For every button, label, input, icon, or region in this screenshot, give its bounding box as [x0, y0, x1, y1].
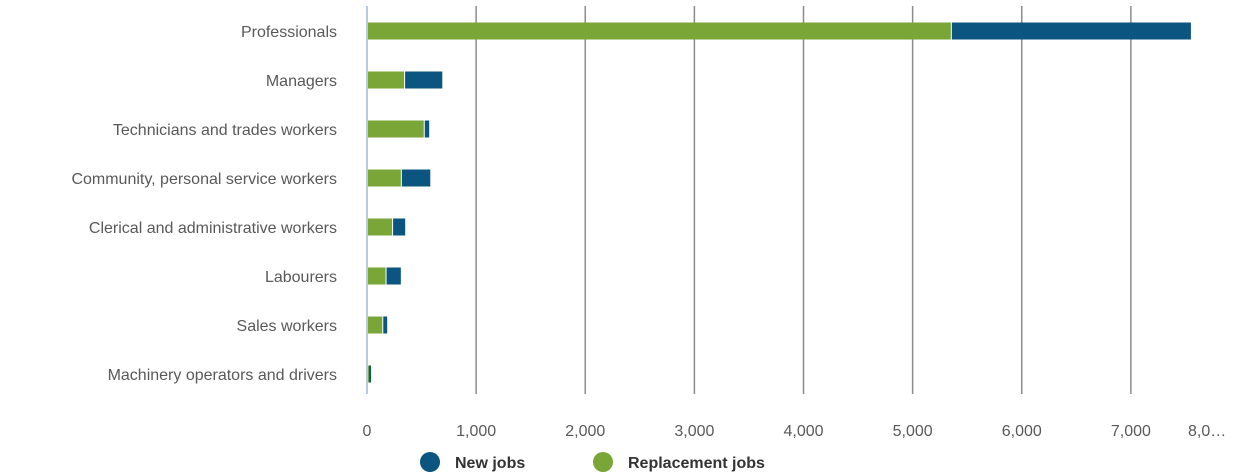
category-label-machinery-operators-and-drivers: Machinery operators and drivers — [108, 367, 337, 384]
x-axis-tick-labels: 0 1,000 2,000 3,000 4,000 5,000 6,000 7,000 8,0… — [363, 423, 1227, 440]
bar-replacement-jobs-community-personal-service-workers — [368, 169, 401, 187]
legend-swatch-replacement-jobs — [593, 452, 613, 472]
bars — [368, 22, 1191, 383]
legend: New jobs Replacement jobs — [420, 452, 765, 472]
x-tick-label: 7,000 — [1111, 423, 1151, 440]
x-tick-label: 4,000 — [783, 423, 823, 440]
category-label-professionals: Professionals — [241, 24, 337, 41]
bar-replacement-jobs-technicians-and-trades-workers — [368, 120, 424, 138]
x-tick-label: 1,000 — [456, 423, 496, 440]
x-tick-label: 8,0… — [1188, 423, 1226, 440]
bar-replacement-jobs-clerical-and-administrative-workers — [368, 218, 393, 236]
bar-new-jobs-professionals — [951, 22, 1191, 40]
x-tick-label: 3,000 — [674, 423, 714, 440]
x-tick-label: 5,000 — [893, 423, 933, 440]
bar-new-jobs-machinery-operators-and-drivers — [369, 365, 372, 383]
category-label-community-personal-service-workers: Community, personal service workers — [71, 171, 337, 188]
bar-new-jobs-managers — [405, 71, 443, 89]
bar-new-jobs-sales-workers — [383, 316, 388, 334]
category-label-managers: Managers — [266, 73, 337, 90]
bar-replacement-jobs-managers — [368, 71, 405, 89]
bar-replacement-jobs-machinery-operators-and-drivers — [368, 365, 370, 383]
x-tick-label: 0 — [363, 423, 372, 440]
category-label-clerical-and-administrative-workers: Clerical and administrative workers — [89, 220, 337, 237]
category-label-sales-workers: Sales workers — [237, 318, 337, 335]
legend-label-replacement-jobs: Replacement jobs — [628, 455, 765, 472]
gridlines — [366, 6, 1132, 394]
bar-replacement-jobs-sales-workers — [368, 316, 383, 334]
legend-swatch-new-jobs — [420, 452, 440, 472]
x-tick-label: 6,000 — [1002, 423, 1042, 440]
x-tick-label: 2,000 — [565, 423, 605, 440]
bar-new-jobs-labourers — [386, 267, 401, 285]
legend-label-new-jobs: New jobs — [455, 455, 525, 472]
category-label-labourers: Labourers — [265, 269, 337, 286]
bar-replacement-jobs-professionals — [368, 22, 951, 40]
bar-new-jobs-technicians-and-trades-workers — [424, 120, 430, 138]
category-labels: Professionals Managers Technicians and tra… — [71, 24, 337, 384]
legend-item-new-jobs[interactable]: New jobs — [420, 452, 525, 472]
bar-new-jobs-clerical-and-administrative-workers — [393, 218, 406, 236]
legend-item-replacement-jobs[interactable]: Replacement jobs — [593, 452, 765, 472]
bar-replacement-jobs-labourers — [368, 267, 386, 285]
bar-new-jobs-community-personal-service-workers — [401, 169, 431, 187]
category-label-technicians-and-trades-workers: Technicians and trades workers — [113, 122, 337, 139]
